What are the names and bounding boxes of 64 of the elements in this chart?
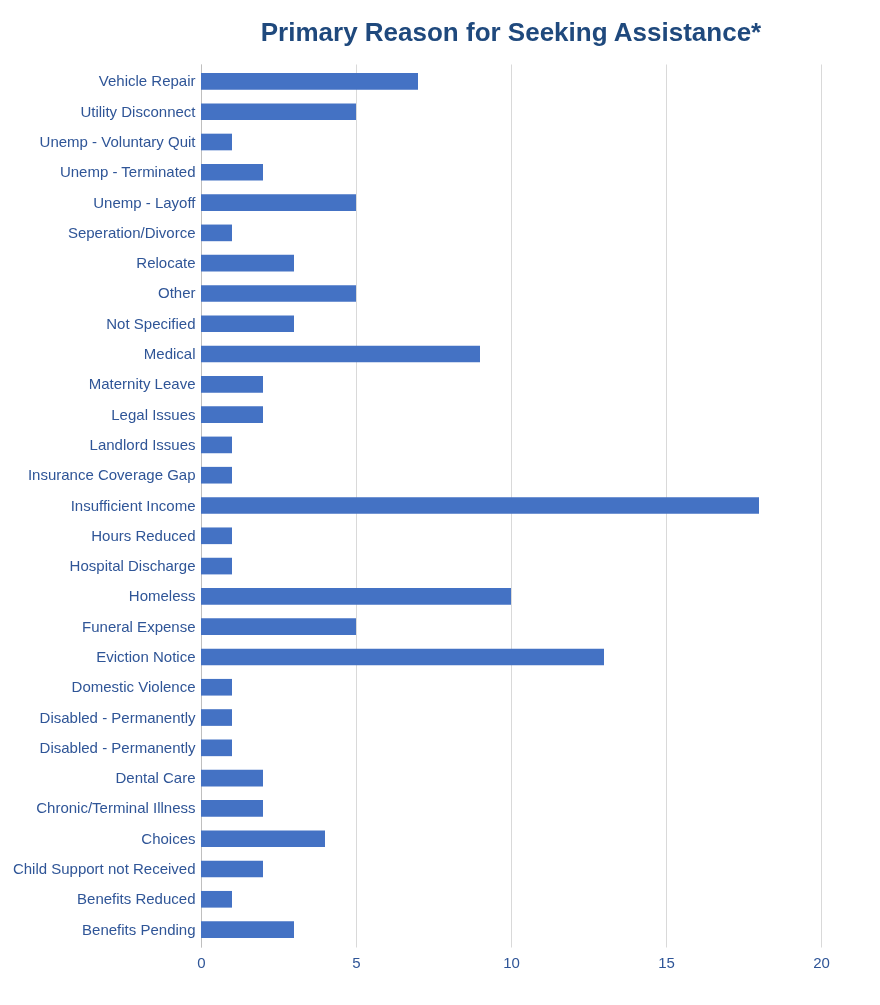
bar <box>201 709 232 726</box>
y-tick-label: Vehicle Repair <box>98 72 196 90</box>
y-tick-label: Utility Disconnect <box>80 102 197 120</box>
x-tick-label: 10 <box>503 953 520 971</box>
y-tick-label: Unemp - Terminated <box>59 163 196 181</box>
bar <box>201 73 418 90</box>
y-tick-label: Unemp - Voluntary Quit <box>39 133 197 150</box>
y-tick-label: Hours Reduced <box>91 526 196 544</box>
bar <box>201 194 356 211</box>
chart-title: Primary Reason for Seeking Assistance* <box>260 17 763 47</box>
bar <box>201 497 759 514</box>
y-tick-label: Benefits Pending <box>82 920 196 938</box>
x-tick-label: 0 <box>197 953 206 971</box>
y-tick-label: Seperation/Divorce <box>67 223 196 241</box>
bar <box>201 466 232 484</box>
x-tick-label: 20 <box>813 953 830 971</box>
x-tick-label: 5 <box>352 953 361 971</box>
bar <box>201 376 263 393</box>
bar <box>201 890 232 908</box>
y-tick-label: Choices <box>141 829 196 847</box>
y-tick-label: Disabled - Permanently <box>39 738 196 756</box>
bar <box>201 557 232 575</box>
bar <box>201 406 263 423</box>
y-tick-label: Child Support not Received <box>12 860 196 877</box>
bar <box>201 739 232 757</box>
bar <box>201 618 356 635</box>
bar <box>201 678 232 696</box>
bar <box>201 860 263 878</box>
x-tick-label: 15 <box>658 953 675 971</box>
bar <box>201 436 232 454</box>
y-tick-label: Not Specified <box>106 314 196 332</box>
y-tick-label: Benefits Reduced <box>77 890 196 908</box>
bar <box>201 163 263 181</box>
bar <box>201 254 294 272</box>
y-tick-label: Dental Care <box>115 769 196 787</box>
bar <box>201 345 480 363</box>
y-tick-label: Eviction Notice <box>96 647 196 665</box>
bar <box>201 315 294 333</box>
bar <box>201 527 232 545</box>
y-tick-label: Chronic/Terminal Illness <box>36 799 196 817</box>
y-tick-label: Maternity Leave <box>88 375 196 393</box>
y-tick-label: Hospital Discharge <box>69 557 196 575</box>
bar <box>201 769 263 787</box>
bar <box>201 921 294 938</box>
y-tick-label: Medical <box>143 345 196 363</box>
bar <box>201 800 263 817</box>
y-tick-label: Insufficient Income <box>70 496 196 514</box>
bar <box>201 103 356 121</box>
bar <box>201 588 511 605</box>
y-tick-label: Insurance Coverage Gap <box>27 466 196 484</box>
y-tick-label: Relocate <box>136 254 196 272</box>
bar <box>201 830 325 848</box>
y-tick-label: Landlord Issues <box>89 435 196 453</box>
bar <box>201 648 604 666</box>
y-tick-label: Legal Issues <box>111 405 196 423</box>
y-tick-label: Homeless <box>128 587 196 605</box>
bar <box>201 133 232 151</box>
bar <box>201 224 232 242</box>
y-tick-label: Unemp - Layoff <box>93 193 197 211</box>
y-tick-label: Domestic Violence <box>71 678 196 696</box>
y-tick-label: Other <box>157 284 196 302</box>
y-tick-label: Disabled - Permanently <box>39 708 196 726</box>
y-tick-label: Funeral Expense <box>82 617 196 635</box>
bar <box>201 285 356 302</box>
